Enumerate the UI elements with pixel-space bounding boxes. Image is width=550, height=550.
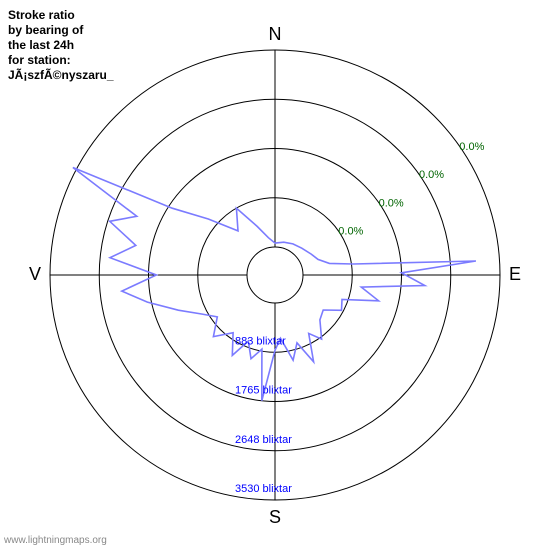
center-hole — [247, 247, 303, 303]
compass-east: E — [509, 264, 521, 284]
ring-pct-label: 0.0% — [338, 226, 363, 238]
ring-count-label: 2648 blixtar — [235, 434, 292, 446]
ring-pct-label: 0.0% — [459, 141, 484, 153]
ring-count-label: 3530 blixtar — [235, 483, 292, 495]
compass-south: S — [269, 507, 281, 527]
ring-count-label: 883 blixtar — [235, 335, 286, 347]
ring-pct-label: 0.0% — [379, 197, 404, 209]
ring-count-label: 1765 blixtar — [235, 385, 292, 397]
attribution-text: www.lightningmaps.org — [4, 535, 107, 546]
ring-pct-label: 0.0% — [419, 169, 444, 181]
compass-west: V — [29, 264, 41, 284]
compass-north: N — [269, 24, 282, 44]
polar-rose-chart: 0.0% 883 blixtar 0.0% 1765 blixtar 0.0% 2648 … — [0, 0, 550, 550]
